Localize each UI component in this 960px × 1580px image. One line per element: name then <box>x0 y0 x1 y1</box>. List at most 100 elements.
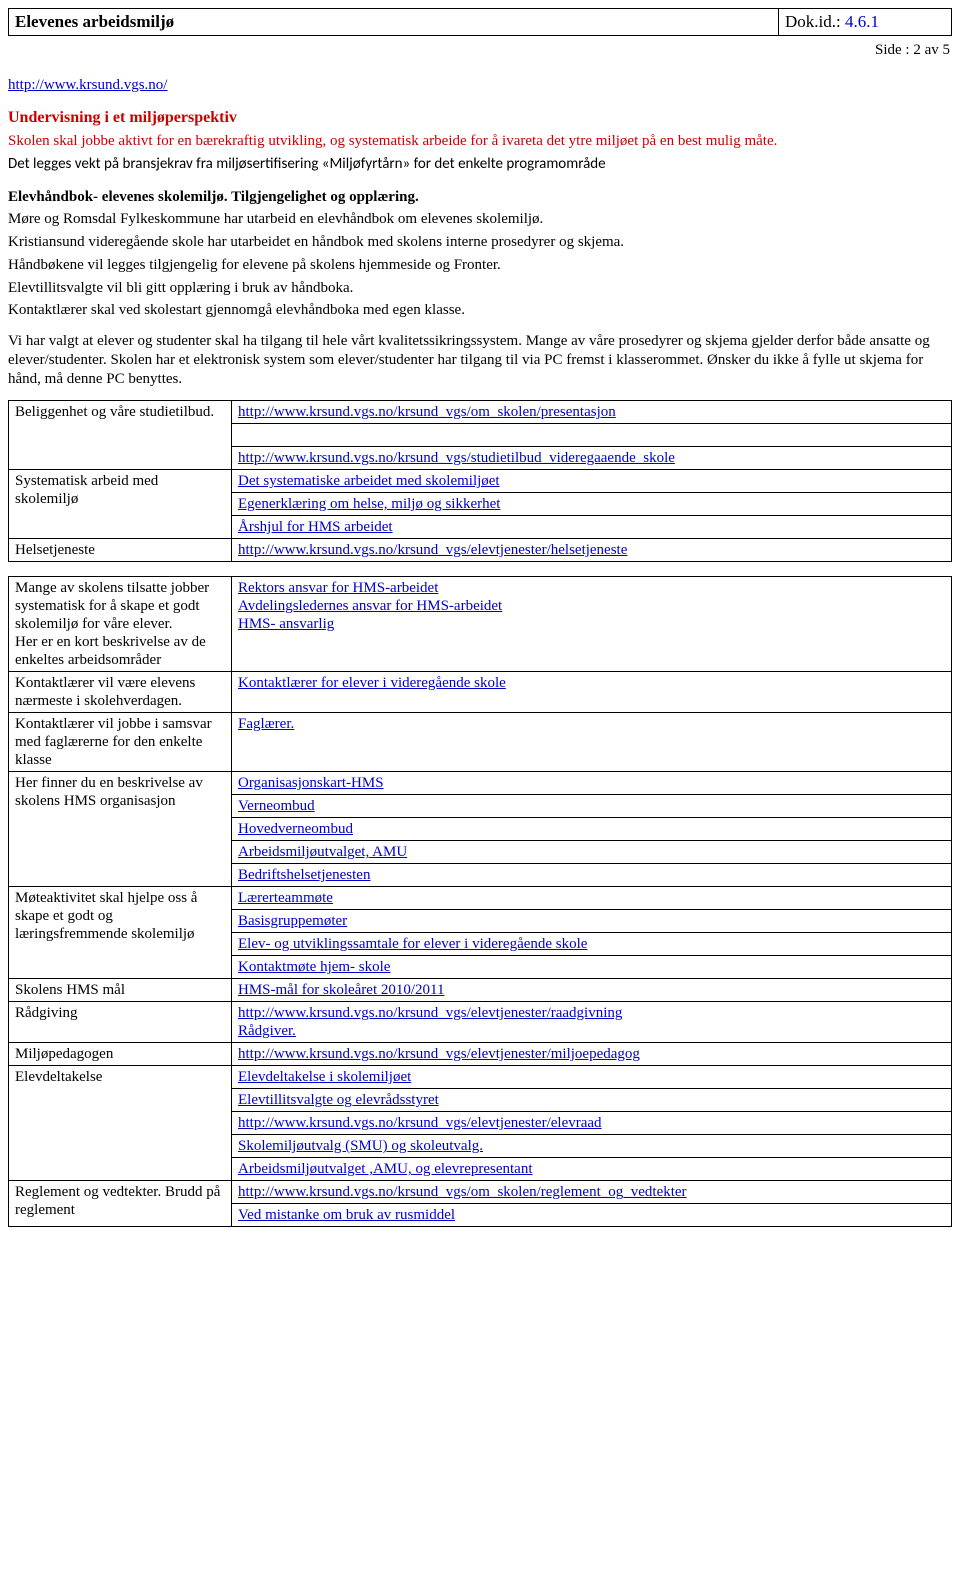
doc-title: Elevenes arbeidsmiljø <box>9 9 779 36</box>
table-link-cell: Elev- og utviklingssamtale for elever i … <box>232 933 952 956</box>
table-desc-cell: Kontaktlærer vil være elevens nærmeste i… <box>9 672 232 713</box>
doc-link[interactable]: Kontaktmøte hjem- skole <box>238 959 390 975</box>
undervisning-para: Skolen skal jobbe aktivt for en bærekraf… <box>8 132 952 151</box>
table-link-cell: HMS-mål for skoleåret 2010/2011 <box>232 979 952 1002</box>
table-row: ElevdeltakelseElevdeltakelse i skolemilj… <box>9 1066 952 1089</box>
doc-link[interactable]: Elev- og utviklingssamtale for elever i … <box>238 936 587 952</box>
doc-link[interactable]: Basisgruppemøter <box>238 913 347 929</box>
table-row: Her finner du en beskrivelse av skolens … <box>9 772 952 795</box>
table-desc-cell: Reglement og vedtekter. Brudd på regleme… <box>9 1181 232 1227</box>
table-link-cell: http://www.krsund.vgs.no/krsund_vgs/om_s… <box>232 1181 952 1204</box>
doc-link[interactable]: http://www.krsund.vgs.no/krsund_vgs/stud… <box>238 450 675 466</box>
elevhandbok-p3: Håndbøkene vil legges tilgjengelig for e… <box>8 256 952 275</box>
table-link-cell: Rektors ansvar for HMS-arbeidet Avdelings… <box>232 577 952 672</box>
table-link-cell: http://www.krsund.vgs.no/krsund_vgs/elev… <box>232 1043 952 1066</box>
table-link-cell <box>232 424 952 447</box>
doc-link[interactable]: Kontaktlærer for elever i videregående s… <box>238 675 506 691</box>
table-link-cell: http://www.krsund.vgs.no/krsund_vgs/om_s… <box>232 401 952 424</box>
elevhandbok-p2: Kristiansund videregående skole har utar… <box>8 233 952 252</box>
table-desc-cell: Systematisk arbeid med skolemiljø <box>9 470 232 539</box>
doc-link[interactable]: Elevdeltakelse i skolemiljøet <box>238 1069 411 1085</box>
table-link-cell: http://www.krsund.vgs.no/krsund_vgs/elev… <box>232 1112 952 1135</box>
doc-link[interactable]: Organisasjonskart-HMS <box>238 775 384 791</box>
doc-link[interactable]: http://www.krsund.vgs.no/krsund_vgs/elev… <box>238 1115 602 1131</box>
table-link-cell: Elevdeltakelse i skolemiljøet <box>232 1066 952 1089</box>
doc-link[interactable]: Elevtillitsvalgte og elevrådsstyret <box>238 1092 439 1108</box>
doc-link[interactable]: Skolemiljøutvalg (SMU) og skoleutvalg. <box>238 1138 483 1154</box>
page-indicator: Side : 2 av 5 <box>8 42 950 59</box>
site-link[interactable]: http://www.krsund.vgs.no/ <box>8 77 167 93</box>
doc-link[interactable]: Lærerteammøte <box>238 890 333 906</box>
table-row: Kontaktlærer vil jobbe i samsvar med fag… <box>9 713 952 772</box>
doc-link[interactable]: Ved mistanke om bruk av rusmiddel <box>238 1207 455 1223</box>
table-link-cell: Arbeidsmiljøutvalget ,AMU, og elevrepres… <box>232 1158 952 1181</box>
doc-link[interactable]: HMS-mål for skoleåret 2010/2011 <box>238 982 445 998</box>
table-row: Skolens HMS mål HMS-mål for skoleåret 201… <box>9 979 952 1002</box>
doc-link[interactable]: http://www.krsund.vgs.no/krsund_vgs/om_s… <box>238 404 616 420</box>
table-link-cell: Lærerteammøte <box>232 887 952 910</box>
table-link-cell: Egenerklæring om helse, miljø og sikkerh… <box>232 493 952 516</box>
table-link-cell: Faglærer. <box>232 713 952 772</box>
doc-link[interactable]: Det systematiske arbeidet med skolemiljø… <box>238 473 500 489</box>
table-link-cell: Kontaktmøte hjem- skole <box>232 956 952 979</box>
header-bar: Elevenes arbeidsmiljø Dok.id.: 4.6.1 <box>8 8 952 36</box>
table-link-cell: http://www.krsund.vgs.no/krsund_vgs/stud… <box>232 447 952 470</box>
table-link-cell: Basisgruppemøter <box>232 910 952 933</box>
table-row: Helsetjeneste http://www.krsund.vgs.no/kr… <box>9 539 952 562</box>
table-desc-cell: Her finner du en beskrivelse av skolens … <box>9 772 232 887</box>
table-link-cell: Elevtillitsvalgte og elevrådsstyret <box>232 1089 952 1112</box>
table-link-cell: Arbeidsmiljøutvalget, AMU <box>232 841 952 864</box>
doc-link[interactable]: Faglærer. <box>238 716 294 732</box>
table-desc-cell: Rådgiving <box>9 1002 232 1043</box>
table-desc-cell: Kontaktlærer vil jobbe i samsvar med fag… <box>9 713 232 772</box>
doc-link[interactable]: http://www.krsund.vgs.no/krsund_vgs/om_s… <box>238 1184 687 1200</box>
doc-link[interactable]: http://www.krsund.vgs.no/krsund_vgs/elev… <box>238 542 627 558</box>
table-row: Kontaktlærer vil være elevens nærmeste i… <box>9 672 952 713</box>
doc-link[interactable]: HMS- ansvarlig <box>238 616 334 632</box>
table-link-cell: Ved mistanke om bruk av rusmiddel <box>232 1204 952 1227</box>
link-table: Beliggenhet og våre studietilbud. http://… <box>8 400 952 1227</box>
table-row: Systematisk arbeid med skolemiljøDet sys… <box>9 470 952 493</box>
doc-link[interactable]: http://www.krsund.vgs.no/krsund_vgs/elev… <box>238 1046 640 1062</box>
bransjekrav-para: Det legges vekt på bransjekrav fra miljø… <box>8 155 952 174</box>
doc-link[interactable]: Arbeidsmiljøutvalget ,AMU, og elevrepres… <box>238 1161 533 1177</box>
elevhandbok-p1: Møre og Romsdal Fylkeskommune har utarbe… <box>8 210 952 229</box>
undervisning-title: Undervisning i et miljøperspektiv <box>8 108 952 128</box>
table-desc-cell: Miljøpedagogen <box>9 1043 232 1066</box>
doc-link[interactable]: Verneombud <box>238 798 315 814</box>
table-row: Miljøpedagogen http://www.krsund.vgs.no/k… <box>9 1043 952 1066</box>
elevhandbok-p4: Elevtillitsvalgte vil bli gitt opplæring… <box>8 279 952 298</box>
table-desc-cell: Beliggenhet og våre studietilbud. <box>9 401 232 470</box>
table-link-cell: Kontaktlærer for elever i videregående s… <box>232 672 952 713</box>
table-link-cell: http://www.krsund.vgs.no/krsund_vgs/elev… <box>232 1002 952 1043</box>
table-link-cell: http://www.krsund.vgs.no/krsund_vgs/elev… <box>232 539 952 562</box>
table-link-cell: Organisasjonskart-HMS <box>232 772 952 795</box>
doc-link[interactable]: Avdelingsledernes ansvar for HMS-arbeide… <box>238 598 502 614</box>
table-desc-cell: Helsetjeneste <box>9 539 232 562</box>
doc-link[interactable]: http://www.krsund.vgs.no/krsund_vgs/elev… <box>238 1005 622 1021</box>
table-desc-cell: Skolens HMS mål <box>9 979 232 1002</box>
table-link-cell: Hovedverneombud <box>232 818 952 841</box>
table-row: Mange av skolens tilsatte jobber systema… <box>9 577 952 672</box>
doc-link[interactable]: Egenerklæring om helse, miljø og sikkerh… <box>238 496 500 512</box>
kvalitet-para: Vi har valgt at elever og studenter skal… <box>8 332 952 388</box>
doc-link[interactable]: Rådgiver. <box>238 1023 296 1039</box>
table-link-cell: Bedriftshelsetjenesten <box>232 864 952 887</box>
doc-link[interactable]: Bedriftshelsetjenesten <box>238 867 370 883</box>
table-row: Reglement og vedtekter. Brudd på regleme… <box>9 1181 952 1204</box>
table-row: Rådgiving http://www.krsund.vgs.no/krsund… <box>9 1002 952 1043</box>
table-link-cell: Årshjul for HMS arbeidet <box>232 516 952 539</box>
table-desc-cell: Elevdeltakelse <box>9 1066 232 1181</box>
table-link-cell: Skolemiljøutvalg (SMU) og skoleutvalg. <box>232 1135 952 1158</box>
elevhandbok-section: Elevhåndbok- elevenes skolemiljø. Tilgje… <box>8 188 952 321</box>
elevhandbok-heading: Elevhåndbok- elevenes skolemiljø. Tilgje… <box>8 188 952 207</box>
table-link-cell: Verneombud <box>232 795 952 818</box>
doc-link[interactable]: Hovedverneombud <box>238 821 353 837</box>
doc-link[interactable]: Arbeidsmiljøutvalget, AMU <box>238 844 407 860</box>
table-gap-row <box>9 562 952 577</box>
doc-link[interactable]: Årshjul for HMS arbeidet <box>238 519 393 535</box>
docid-label: Dok.id.: <box>785 12 845 31</box>
doc-link[interactable]: Rektors ansvar for HMS-arbeidet <box>238 580 438 596</box>
table-row: Beliggenhet og våre studietilbud.http://… <box>9 401 952 424</box>
docid-value: 4.6.1 <box>845 12 879 31</box>
